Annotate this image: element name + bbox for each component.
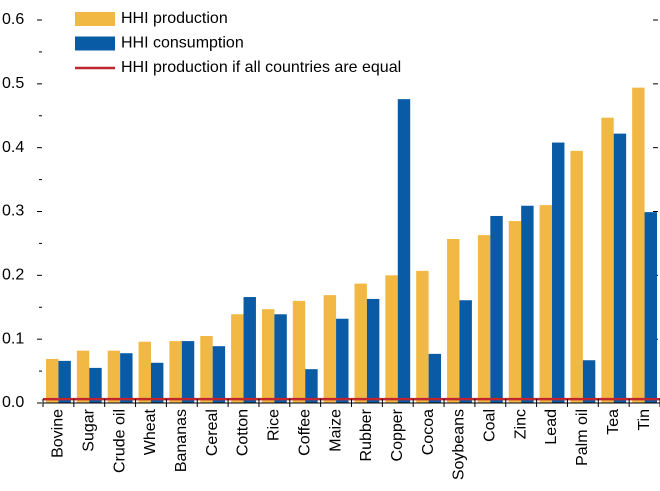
bar bbox=[200, 335, 213, 403]
x-tick-label: Coal bbox=[482, 409, 499, 442]
y-tick-label: 0.2 bbox=[2, 267, 24, 284]
bar bbox=[397, 99, 411, 404]
y-tick-label: 0.6 bbox=[2, 11, 24, 28]
bar bbox=[613, 133, 627, 403]
y-tick-label: 0.4 bbox=[2, 139, 24, 156]
bar bbox=[120, 353, 133, 403]
bar bbox=[632, 87, 645, 403]
x-tick-label: Cereal bbox=[204, 409, 221, 456]
x-tick-label: Bovine bbox=[50, 409, 67, 458]
x-tick-label: Tea bbox=[605, 409, 622, 435]
bar bbox=[570, 150, 583, 403]
x-tick-label: Coffee bbox=[296, 409, 313, 456]
bar bbox=[231, 314, 244, 403]
legend-label: HHI production bbox=[121, 10, 228, 27]
bar bbox=[212, 346, 226, 403]
legend-label: HHI consumption bbox=[121, 35, 244, 52]
x-tick-label: Zinc bbox=[512, 409, 529, 439]
bar bbox=[261, 309, 275, 403]
bar bbox=[582, 360, 596, 403]
bar bbox=[46, 358, 59, 403]
bar bbox=[354, 283, 367, 403]
x-tick-label: Bananas bbox=[173, 409, 190, 472]
bar bbox=[447, 238, 460, 403]
bar bbox=[521, 205, 534, 403]
y-tick-label: 0.0 bbox=[2, 394, 24, 411]
bar bbox=[508, 221, 522, 403]
bar bbox=[477, 235, 491, 403]
bar bbox=[243, 297, 256, 403]
bar bbox=[76, 350, 90, 403]
x-tick-label: Tin bbox=[636, 409, 653, 431]
x-tick-label: Soybeans bbox=[451, 409, 468, 480]
y-tick-label: 0.5 bbox=[2, 75, 24, 92]
legend-swatch bbox=[75, 36, 115, 51]
bar bbox=[292, 300, 306, 403]
bar bbox=[336, 318, 349, 403]
bar bbox=[107, 350, 121, 403]
bar bbox=[58, 360, 71, 403]
bar bbox=[601, 117, 614, 403]
bar bbox=[323, 295, 337, 403]
x-tick-label: Sugar bbox=[80, 408, 97, 451]
bar bbox=[490, 215, 503, 403]
x-tick-label: Crude oil bbox=[111, 409, 128, 473]
bar bbox=[428, 353, 442, 403]
bar bbox=[416, 270, 429, 403]
bar bbox=[169, 341, 182, 403]
x-tick-label: Cocoa bbox=[420, 409, 437, 455]
x-tick-label: Rubber bbox=[358, 408, 375, 461]
x-tick-label: Copper bbox=[389, 408, 406, 461]
bar bbox=[539, 205, 553, 403]
y-tick-label: 0.3 bbox=[2, 203, 24, 220]
bar bbox=[305, 369, 318, 403]
x-tick-label: Cotton bbox=[235, 409, 252, 456]
bar bbox=[459, 300, 472, 403]
bar bbox=[181, 341, 195, 403]
bar bbox=[150, 362, 164, 403]
bar bbox=[274, 314, 287, 403]
bar bbox=[644, 212, 657, 403]
bar bbox=[366, 298, 380, 403]
y-tick-label: 0.1 bbox=[2, 330, 24, 347]
bar bbox=[552, 142, 565, 403]
legend-label: HHI production if all countries are equa… bbox=[121, 59, 401, 76]
x-tick-label: Lead bbox=[543, 409, 560, 445]
x-tick-label: Maize bbox=[327, 409, 344, 452]
bar bbox=[89, 367, 102, 403]
bar bbox=[385, 275, 398, 403]
bar bbox=[138, 341, 151, 403]
x-tick-label: Wheat bbox=[142, 408, 159, 455]
legend-swatch bbox=[75, 12, 115, 26]
x-tick-label: Palm oil bbox=[574, 409, 591, 466]
x-tick-label: Rice bbox=[266, 409, 283, 441]
